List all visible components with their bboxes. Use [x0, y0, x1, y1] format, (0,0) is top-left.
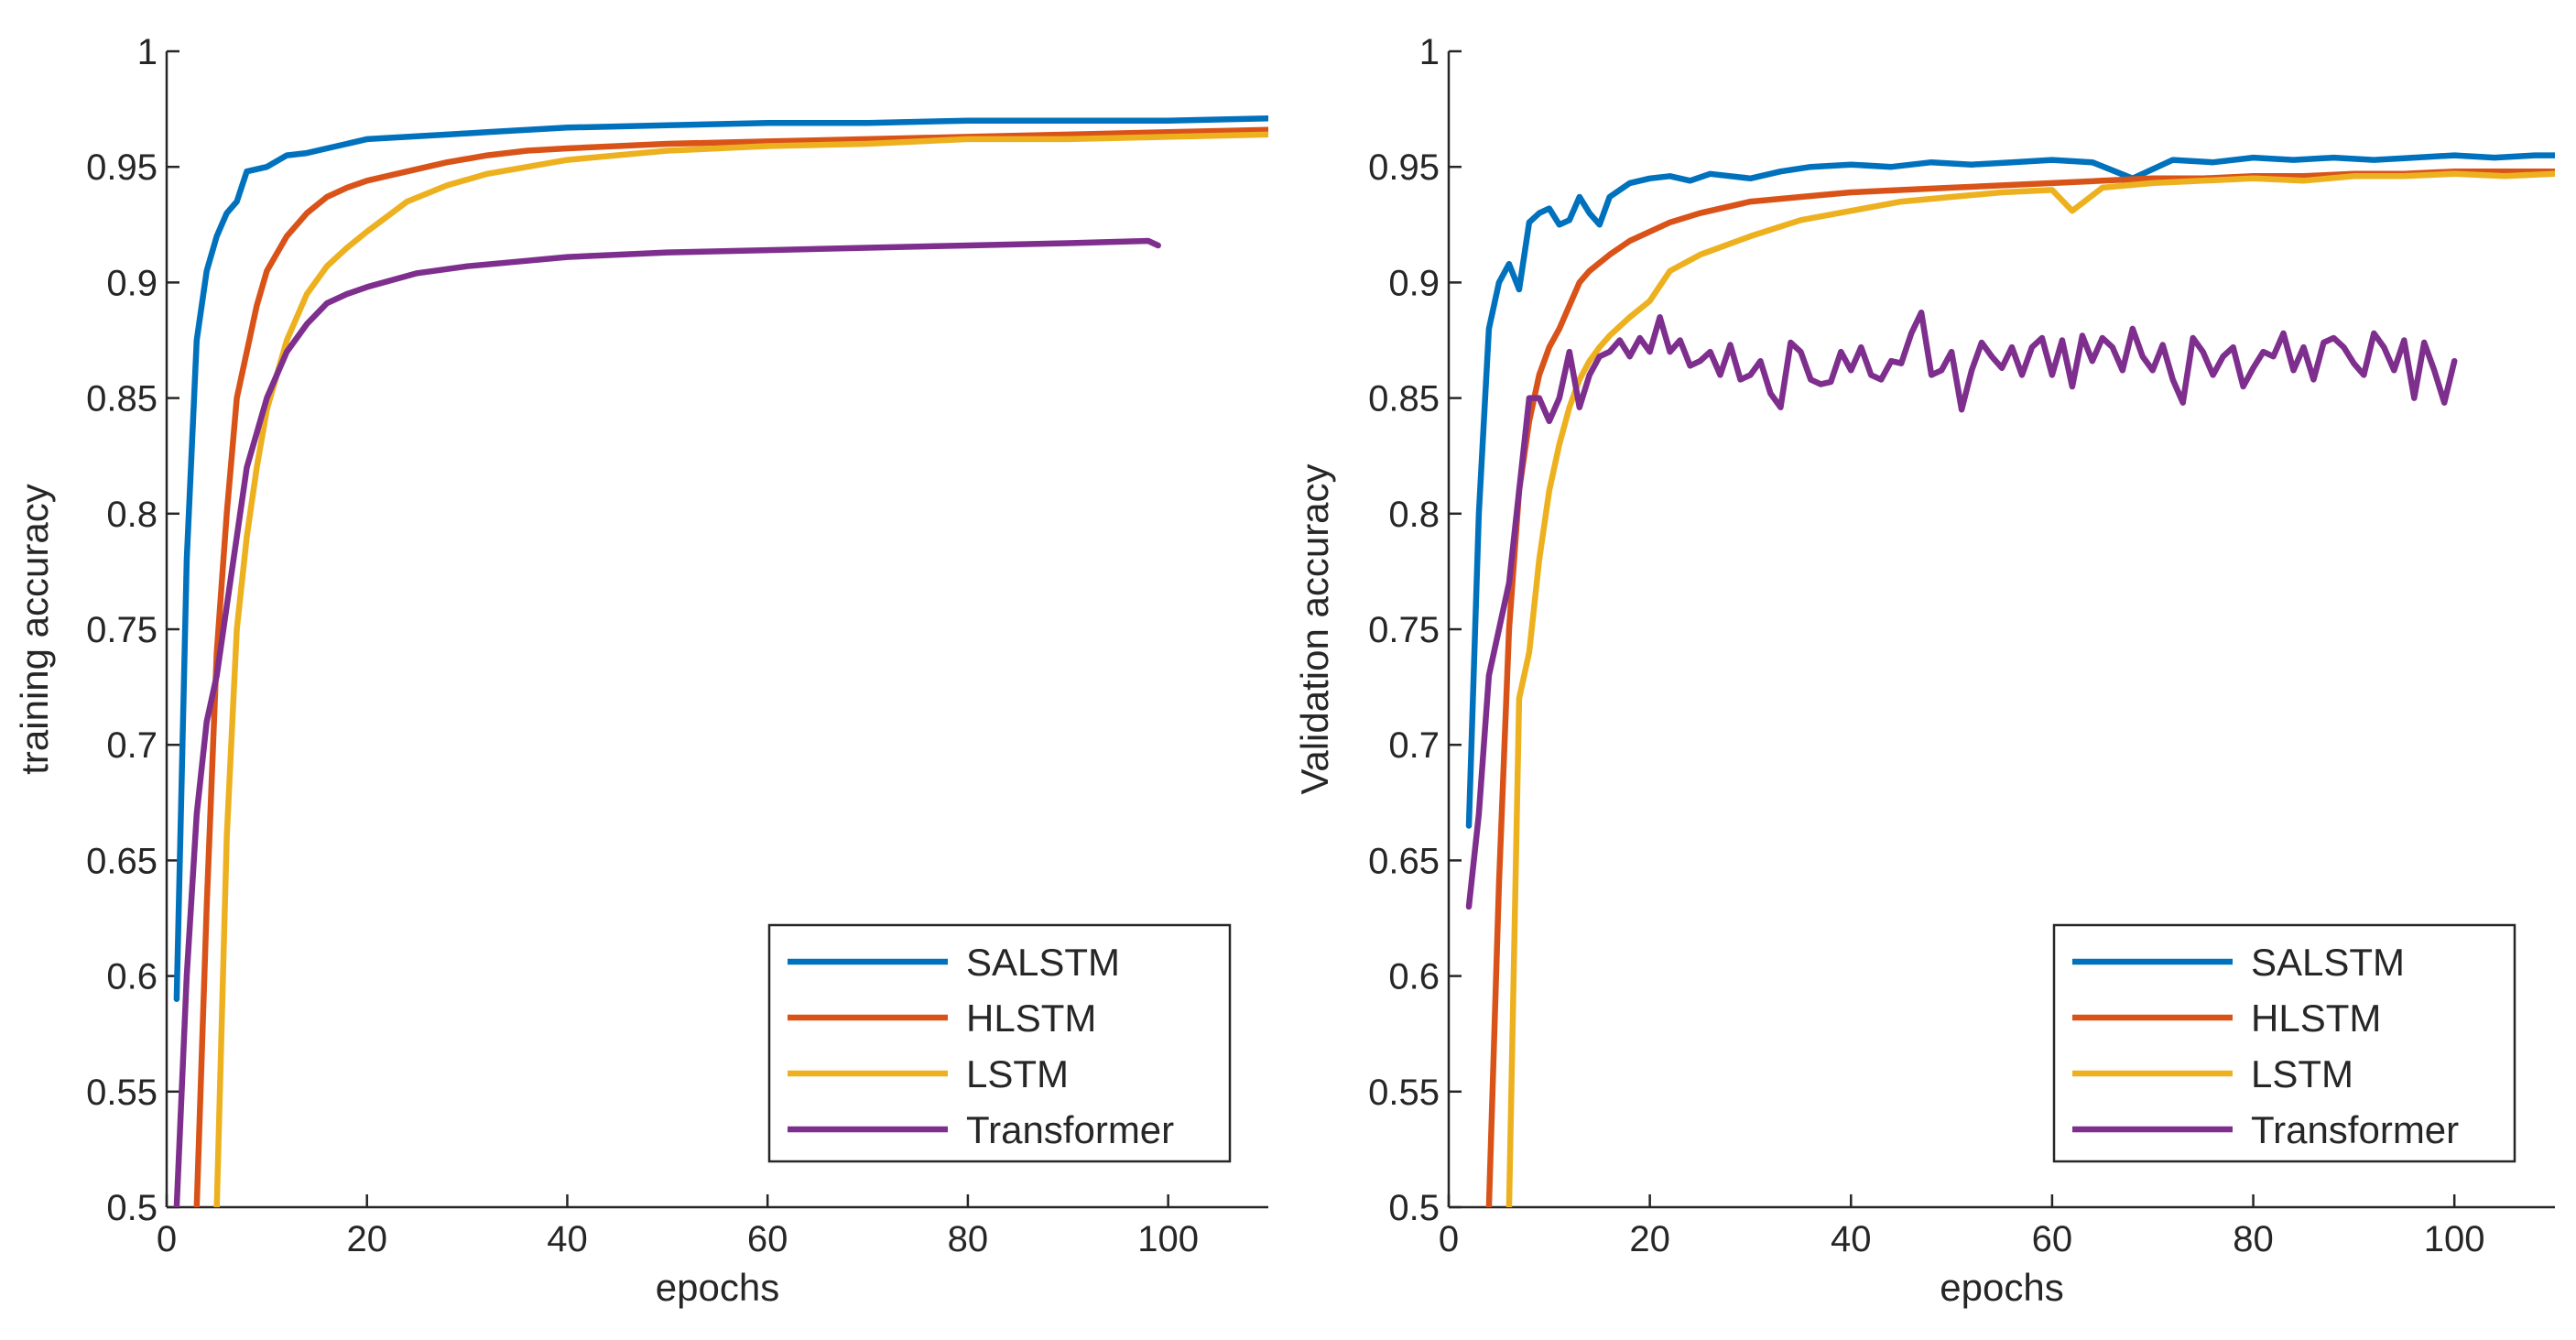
y-tick-label: 0.7: [1388, 725, 1440, 766]
y-tick-label: 0.85: [86, 379, 158, 419]
series-line-hlstm: [193, 126, 1268, 1207]
plot-area: [1465, 152, 2555, 1207]
legend-label-transformer: Transformer: [2251, 1108, 2459, 1151]
series-line-hlstm: [1485, 168, 2555, 1207]
axes: 0 20 40 60 80 100 0.5 0.55 0.6 0.65 0.7 0.75 0.8 0.85…: [1293, 32, 2555, 1309]
x-tick-label: 100: [2424, 1219, 2485, 1259]
y-tick-label: 0.85: [1368, 379, 1440, 419]
x-tick-label: 20: [1629, 1219, 1670, 1259]
legend-label-lstm: LSTM: [966, 1052, 1069, 1095]
y-tick-label: 0.6: [106, 957, 158, 997]
legend-label-hlstm: HLSTM: [2251, 997, 2381, 1040]
y-tick-label: 0.65: [1368, 841, 1440, 881]
x-tick-label: 60: [2032, 1219, 2073, 1259]
x-axis-label: epochs: [1940, 1266, 2063, 1309]
x-tick-label: 0: [1439, 1219, 1459, 1259]
x-tick-label: 80: [2233, 1219, 2274, 1259]
x-tick-label: 40: [1831, 1219, 1872, 1259]
y-axis-label: Validation accuracy: [1293, 463, 1336, 794]
y-tick-label: 0.65: [86, 841, 158, 881]
series-line-transformer: [173, 237, 1161, 1207]
y-tick-label: 0.5: [1388, 1188, 1440, 1228]
y-tick-label: 0.9: [1388, 263, 1440, 303]
y-tick-label: 0.95: [86, 147, 158, 188]
validation-accuracy-chart: 0 20 40 60 80 100 0.5 0.55 0.6 0.65 0.7 0.75 0.8 0.85…: [1293, 32, 2555, 1309]
legend-label-salstm: SALSTM: [2251, 941, 2405, 984]
y-tick-label: 0.8: [1388, 495, 1440, 535]
y-axis-label: training accuracy: [13, 484, 56, 774]
legend-label-lstm: LSTM: [2251, 1052, 2353, 1095]
series-line-transformer: [1465, 309, 2458, 910]
series-line-salstm: [1465, 152, 2555, 829]
x-tick-label: 0: [157, 1219, 177, 1259]
legend-label-transformer: Transformer: [966, 1108, 1174, 1151]
series-line-lstm: [213, 131, 1268, 1207]
x-axis-label: epochs: [656, 1266, 779, 1309]
y-tick-label: 0.55: [1368, 1073, 1440, 1113]
series-line-salstm: [173, 114, 1268, 1003]
y-tick-label: 0.6: [1388, 957, 1440, 997]
x-tick-label: 60: [747, 1219, 788, 1259]
y-tick-label: 0.75: [86, 610, 158, 650]
y-tick-label: 0.95: [1368, 147, 1440, 188]
series-line-lstm: [1505, 170, 2555, 1207]
y-tick-label: 0.7: [106, 725, 158, 766]
y-tick-label: 1: [137, 32, 158, 72]
y-tick-label: 0.9: [106, 263, 158, 303]
legend: SALSTM HLSTM LSTM Transformer: [767, 923, 1232, 1163]
legend-label-salstm: SALSTM: [966, 941, 1120, 984]
plot-area: [173, 114, 1268, 1207]
x-tick-label: 80: [948, 1219, 989, 1259]
axes: 0 20 40 60 80 100 0.5 0.55 0.6 0.65 0.7 0.75 0.8 0.85…: [13, 32, 1268, 1309]
y-tick-label: 0.8: [106, 495, 158, 535]
y-tick-label: 0.75: [1368, 610, 1440, 650]
legend-label-hlstm: HLSTM: [966, 997, 1096, 1040]
y-tick-label: 0.5: [106, 1188, 158, 1228]
legend: SALSTM HLSTM LSTM Transformer: [2052, 923, 2516, 1163]
x-tick-label: 100: [1137, 1219, 1199, 1259]
training-accuracy-chart: 0 20 40 60 80 100 0.5 0.55 0.6 0.65 0.7 0.75 0.8 0.85…: [13, 32, 1268, 1309]
y-tick-label: 1: [1419, 32, 1440, 72]
y-tick-label: 0.55: [86, 1073, 158, 1113]
x-tick-label: 40: [547, 1219, 588, 1259]
x-tick-label: 20: [346, 1219, 387, 1259]
